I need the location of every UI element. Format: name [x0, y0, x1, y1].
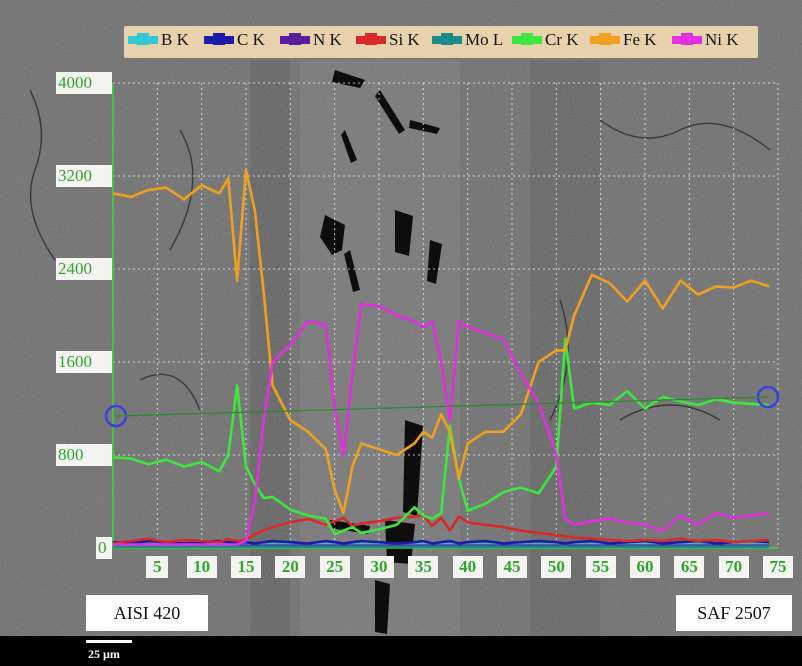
y-tick-label: 0: [96, 537, 112, 559]
y-tick-label: 1600: [56, 351, 112, 373]
x-tick-label: 75: [763, 556, 793, 578]
x-tick-label: 15: [231, 556, 261, 578]
legend-swatch: [356, 33, 386, 45]
y-tick-label: 800: [56, 444, 112, 466]
legend-label: Cr K: [545, 30, 579, 49]
legend-label: Si K: [389, 30, 420, 49]
scale-bar-label: 25 µm: [88, 647, 120, 661]
legend-swatch: [280, 33, 310, 45]
legend-label: Mo L: [465, 30, 504, 49]
legend-label: N K: [313, 30, 342, 49]
x-tick-label: 70: [718, 556, 749, 578]
x-tick-label: 40: [452, 556, 483, 578]
x-tick-label: 20: [275, 556, 306, 578]
series-line-3: [112, 514, 770, 545]
zone-label-left: AISI 420: [86, 595, 208, 631]
x-tick-label: 25: [319, 556, 350, 578]
x-tick-label: 50: [541, 556, 572, 578]
x-tick-label: 60: [630, 556, 660, 578]
y-tick-label: 3200: [56, 165, 112, 187]
legend-label: B K: [161, 30, 189, 49]
line-chart: [104, 82, 780, 549]
x-tick-label: 30: [364, 556, 394, 578]
legend-swatch: [512, 33, 542, 45]
x-tick-label: 5: [146, 556, 169, 578]
series-line-5: [112, 337, 770, 536]
x-tick-label: 35: [408, 556, 439, 578]
legend-label: Ni K: [705, 30, 739, 49]
series-line-7: [113, 302, 770, 546]
chart-legend: B K C K N K Si K Mo L Cr K Fe K Ni K: [124, 26, 758, 58]
legend-swatch: [432, 33, 462, 45]
x-tick-label: 10: [186, 556, 217, 578]
y-tick-label: 2400: [56, 258, 112, 280]
legend-label: Fe K: [623, 30, 657, 49]
legend-label: C K: [237, 30, 265, 49]
scale-bar: [86, 640, 132, 643]
x-tick-label: 65: [674, 556, 705, 578]
x-tick-label: 45: [497, 556, 527, 578]
series-line-6: [112, 168, 770, 515]
scale-bar-area: [0, 636, 802, 666]
marker-line: [115, 396, 769, 417]
y-tick-label: 4000: [56, 72, 112, 94]
legend-swatch: [204, 33, 234, 45]
legend-swatch: [590, 33, 620, 45]
x-tick-label: 55: [585, 556, 616, 578]
legend-swatch: [128, 33, 158, 45]
legend-swatch: [672, 33, 702, 45]
zone-label-right: SAF 2507: [676, 595, 792, 631]
